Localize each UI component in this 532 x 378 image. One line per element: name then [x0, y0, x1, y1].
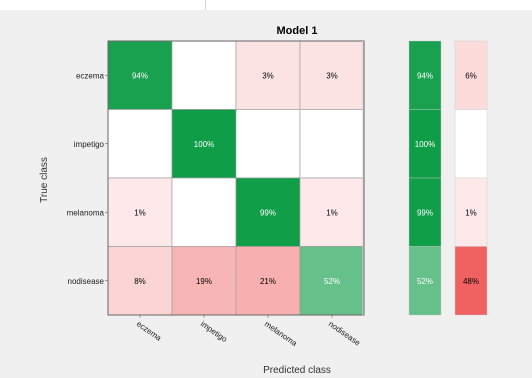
matrix-cell — [107, 40, 173, 110]
matrix-cell-label: 100% — [194, 140, 214, 149]
x-tick-label: impetigo — [199, 319, 229, 344]
y-tick-label: nodisease — [68, 277, 105, 286]
y-axis-label: True class — [39, 157, 50, 203]
summary-cell-label: 6% — [465, 71, 477, 80]
summary-cell-label: 99% — [417, 208, 433, 217]
summary-cell-label: 1% — [465, 208, 477, 217]
matrix-cell-label: 94% — [132, 71, 148, 80]
summary-incorrect-cell — [454, 40, 488, 110]
matrix-border — [107, 40, 365, 316]
matrix-cell — [171, 177, 237, 247]
summary-correct-cell — [408, 109, 442, 179]
matrix-cell — [235, 40, 301, 110]
matrix-cell — [299, 40, 365, 110]
matrix-cell — [107, 246, 173, 316]
matrix-cell-label: 8% — [134, 277, 146, 286]
matrix-cell — [107, 109, 173, 179]
matrix-cell-label: 1% — [326, 208, 338, 217]
y-tick-label: impetigo — [74, 140, 105, 149]
summary-cell-label: 100% — [415, 140, 435, 149]
summary-cell-label: 48% — [463, 277, 479, 286]
summary-cell-label: 52% — [417, 277, 433, 286]
summary-correct-cell — [408, 40, 442, 110]
figure-toolbar-strip — [0, 0, 532, 10]
matrix-cell-label: 1% — [134, 208, 146, 217]
matrix-cell — [171, 109, 237, 179]
matrix-cell-label: 21% — [260, 277, 276, 286]
matrix-cell-label: 3% — [262, 71, 274, 80]
matrix-cell-label: 99% — [260, 208, 276, 217]
summary-incorrect-cell — [454, 109, 488, 179]
x-axis-label: Predicted class — [263, 365, 331, 376]
x-tick-label: eczema — [135, 319, 164, 343]
matrix-cell — [299, 109, 365, 179]
summary-correct-cell — [408, 246, 442, 316]
summary-cell-label: 94% — [417, 71, 433, 80]
row-summary-panel: 94% 6% 100% 99% 1% 52% 48% — [362, 40, 488, 316]
y-tick-label: melanoma — [67, 208, 105, 217]
matrix-cell-label: 3% — [326, 71, 338, 80]
matrix-cell — [299, 177, 365, 247]
summary-correct-cell — [408, 177, 442, 247]
matrix-grid: 94% 3% 3% 100% 1% 99% 1% 8% 19% 21% 52% — [107, 40, 365, 316]
summary-incorrect-cell — [454, 246, 488, 316]
summary-incorrect-cell — [454, 177, 488, 247]
chart-title: Model 1 — [277, 25, 318, 37]
x-tick-label: melanoma — [263, 319, 299, 348]
matrix-cell — [171, 40, 237, 110]
y-tick-label: eczema — [76, 71, 105, 80]
x-tick-label: nodisease — [327, 319, 362, 348]
matrix-cell-label: 52% — [324, 277, 340, 286]
matrix-cell-label: 19% — [196, 277, 212, 286]
matrix-cell — [171, 246, 237, 316]
matrix-cell — [235, 109, 301, 179]
toolbar-separator — [205, 0, 206, 10]
